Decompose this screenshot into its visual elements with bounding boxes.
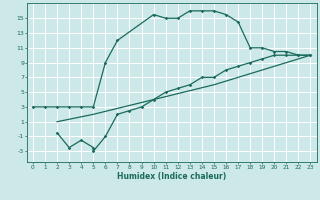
X-axis label: Humidex (Indice chaleur): Humidex (Indice chaleur) [117, 172, 226, 181]
